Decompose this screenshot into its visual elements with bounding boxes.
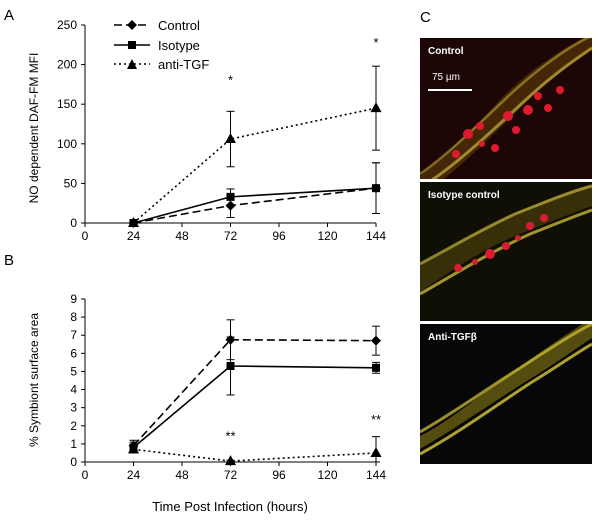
legend-text-anti-tgf: anti-TGF [158,57,209,72]
y-tick-label-b-7: 7 [70,328,77,342]
y-tick-label-b-9: 9 [70,292,77,306]
y-tick-label-b-2: 2 [70,419,77,433]
data-point-b-isotype-144 [372,363,380,372]
y-tick-label-a-0: 0 [70,216,77,230]
data-point-b-anti-tgf-144 [370,446,382,457]
y-tick-label-a-50: 50 [64,176,78,190]
x-tick-label-a-96: 96 [272,229,286,243]
x-tick-label-a-0: 0 [82,229,89,243]
y-tick-label-b-6: 6 [70,346,77,360]
legend-marker-control [127,20,137,30]
micrograph-control-image [420,38,592,179]
legend-marker-isotype [128,41,136,49]
y-tick-label-b-0: 0 [70,455,77,469]
panel-label-b: B [4,252,14,269]
y-tick-label-b-3: 3 [70,401,77,415]
x-tick-label-b-120: 120 [317,468,337,482]
micrograph-control: Control 75 µm [420,38,592,179]
y-axis-label-b: % Symbiont surface area [27,313,41,447]
x-tick-label-b-72: 72 [224,468,238,482]
significance-marker-a-0: * [228,72,233,87]
data-point-a-isotype-144 [372,184,380,193]
chart-panel-a: NO dependent DAF-FM MFI Control Isotype … [27,18,386,243]
panel-label-a: A [4,7,14,24]
legend-marker-anti-tgf [127,59,137,69]
y-tick-label-a-250: 250 [57,18,77,32]
micrograph-anti-tgf: Anti-TGFβ [420,324,592,464]
series-line-a-control [133,187,377,224]
significance-marker-b-0: ** [225,428,235,443]
x-tick-label-b-24: 24 [127,468,141,482]
y-axis-label-a: NO dependent DAF-FM MFI [27,53,41,204]
x-tick-label-a-72: 72 [224,229,238,243]
x-tick-label-a-120: 120 [317,229,337,243]
panel-label-c: C [420,9,431,26]
x-axis-label-b: Time Post Infection (hours) [152,499,308,514]
data-point-b-control-144 [371,335,381,346]
x-tick-label-a-144: 144 [366,229,386,243]
data-point-b-anti-tgf-24 [128,443,139,454]
data-point-a-isotype-72 [226,192,235,201]
x-tick-label-a-48: 48 [175,229,189,243]
data-point-a-anti-tgf-24 [128,217,139,227]
micrograph-label-anti-tgf: Anti-TGFβ [428,332,477,343]
x-tick-label-a-24: 24 [127,229,141,243]
x-tick-label-b-48: 48 [175,468,189,482]
data-point-b-isotype-72 [226,362,235,371]
micrograph-label-control: Control [428,46,464,57]
y-tick-label-b-1: 1 [70,437,77,451]
chart-panel-b: % Symbiont surface area Time Post Infect… [27,292,386,514]
y-tick-label-b-8: 8 [70,310,77,324]
micrograph-anti-tgf-image [420,324,592,456]
micrograph-label-isotype: Isotype control [428,190,500,201]
series-line-a-isotype [133,187,377,224]
x-tick-label-b-96: 96 [272,468,286,482]
y-tick-label-a-150: 150 [57,97,77,111]
data-point-a-anti-tgf-144 [370,102,382,113]
legend-text-isotype: Isotype [158,38,200,53]
data-point-b-anti-tgf-72 [225,455,236,466]
scale-bar-label: 75 µm [432,72,460,83]
legend-text-control: Control [158,18,200,33]
micrograph-isotype-image [420,184,592,296]
x-tick-label-b-144: 144 [366,468,386,482]
y-tick-label-a-200: 200 [57,58,77,72]
y-tick-label-b-4: 4 [70,383,77,397]
y-tick-label-b-5: 5 [70,364,77,378]
data-point-a-anti-tgf-72 [225,133,236,144]
y-tick-label-a-100: 100 [57,137,77,151]
series-line-b-control [132,338,377,447]
x-tick-label-b-0: 0 [82,468,89,482]
micrograph-isotype: Isotype control [420,182,592,321]
series-line-a-anti-tgf [132,107,377,224]
series-line-b-anti-tgf [133,448,377,462]
legend-a: Control Isotype anti-TGF [114,18,209,72]
significance-marker-a-1: * [373,35,378,50]
data-point-a-control-72 [225,200,236,211]
significance-marker-b-1: ** [371,412,381,427]
